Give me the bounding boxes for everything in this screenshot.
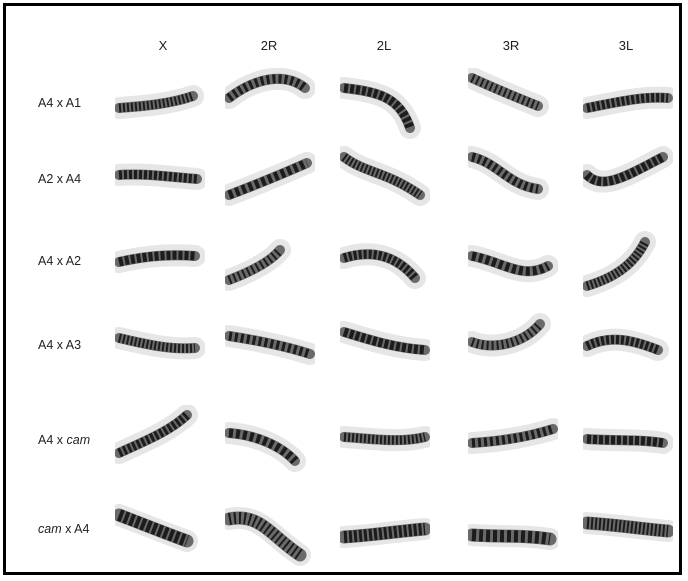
chromosome-image-r5-c4 [468, 405, 558, 477]
chromosome-image-r2-c5 [583, 145, 673, 217]
chromosome-image-r1-c1 [115, 68, 205, 140]
chromosome-image-r4-c5 [583, 310, 673, 382]
chromosome-image-r3-c2 [225, 228, 315, 300]
chromosome-image-r4-c2 [225, 310, 315, 382]
column-header-x: X [158, 38, 168, 53]
chromosome-image-r4-c3 [340, 310, 430, 382]
chromosome-image-r1-c4 [468, 68, 558, 140]
chromosome-image-r4-c4 [468, 310, 558, 382]
chromosome-image-r6-c5 [583, 495, 673, 567]
row-label-4: A4 x A3 [38, 338, 82, 352]
chromosome-image-r6-c2 [225, 495, 315, 567]
chromosome-image-r1-c2 [225, 68, 315, 140]
row-label-3: A4 x A2 [38, 254, 82, 268]
chromosome-image-r5-c2 [225, 405, 315, 477]
chromosome-image-r3-c4 [468, 228, 558, 300]
chromosome-image-r1-c5 [583, 68, 673, 140]
chromosome-image-r3-c3 [340, 228, 430, 300]
chromosome-image-r3-c5 [583, 228, 673, 300]
row-label-6: cam x A4 [38, 522, 90, 536]
column-header-2l: 2L [376, 38, 392, 53]
chromosome-image-r5-c1 [115, 405, 205, 477]
column-header-2r: 2R [260, 38, 278, 53]
chromosome-image-r6-c1 [115, 495, 205, 567]
chromosome-image-r3-c1 [115, 228, 205, 300]
chromosome-image-r2-c1 [115, 145, 205, 217]
chromosome-image-r2-c2 [225, 145, 315, 217]
chromosome-image-r2-c3 [340, 145, 430, 217]
chromosome-image-r2-c4 [468, 145, 558, 217]
chromosome-image-r4-c1 [115, 310, 205, 382]
column-header-3r: 3R [502, 38, 520, 53]
row-label-5: A4 x cam [38, 433, 91, 447]
chromosome-image-r6-c4 [468, 495, 558, 567]
row-label-2: A2 x A4 [38, 172, 82, 186]
column-header-3l: 3L [618, 38, 634, 53]
row-label-1: A4 x A1 [38, 96, 82, 110]
chromosome-image-r1-c3 [340, 68, 430, 140]
chromosome-image-r5-c3 [340, 405, 430, 477]
chromosome-image-r6-c3 [340, 495, 430, 567]
chromosome-image-r5-c5 [583, 405, 673, 477]
